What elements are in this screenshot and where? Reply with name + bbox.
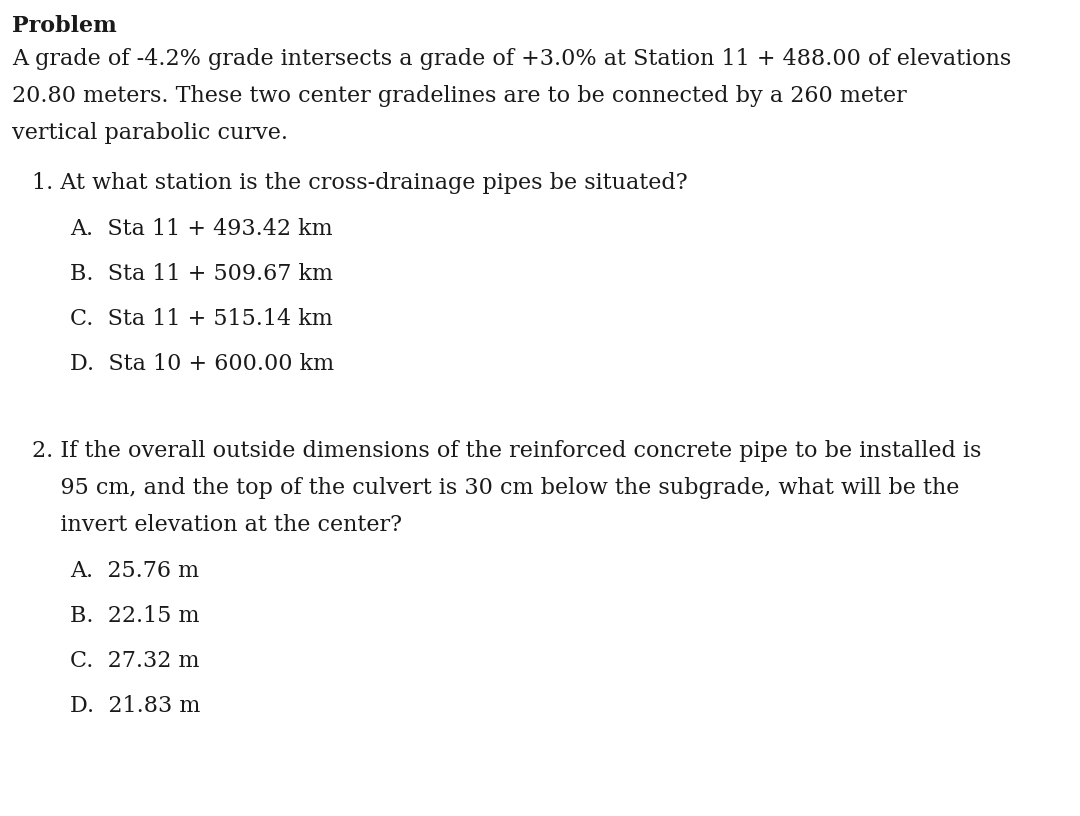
Text: B.  22.15 m: B. 22.15 m [70,605,200,627]
Text: D.  21.83 m: D. 21.83 m [70,695,201,717]
Text: C.  27.32 m: C. 27.32 m [70,650,200,672]
Text: A.  25.76 m: A. 25.76 m [70,560,199,582]
Text: B.  Sta 11 + 509.67 km: B. Sta 11 + 509.67 km [70,263,333,285]
Text: Problem: Problem [12,15,117,37]
Text: vertical parabolic curve.: vertical parabolic curve. [12,122,288,144]
Text: 2. If the overall outside dimensions of the reinforced concrete pipe to be insta: 2. If the overall outside dimensions of … [32,440,982,462]
Text: A.  Sta 11 + 493.42 km: A. Sta 11 + 493.42 km [70,218,333,240]
Text: C.  Sta 11 + 515.14 km: C. Sta 11 + 515.14 km [70,308,333,330]
Text: invert elevation at the center?: invert elevation at the center? [32,514,402,536]
Text: 1. At what station is the cross-drainage pipes be situated?: 1. At what station is the cross-drainage… [32,172,688,194]
Text: 20.80 meters. These two center gradelines are to be connected by a 260 meter: 20.80 meters. These two center gradeline… [12,85,907,107]
Text: D.  Sta 10 + 600.00 km: D. Sta 10 + 600.00 km [70,353,334,375]
Text: A grade of -4.2% grade intersects a grade of +3.0% at Station 11 + 488.00 of ele: A grade of -4.2% grade intersects a grad… [12,48,1011,70]
Text: 95 cm, and the top of the culvert is 30 cm below the subgrade, what will be the: 95 cm, and the top of the culvert is 30 … [32,477,959,499]
